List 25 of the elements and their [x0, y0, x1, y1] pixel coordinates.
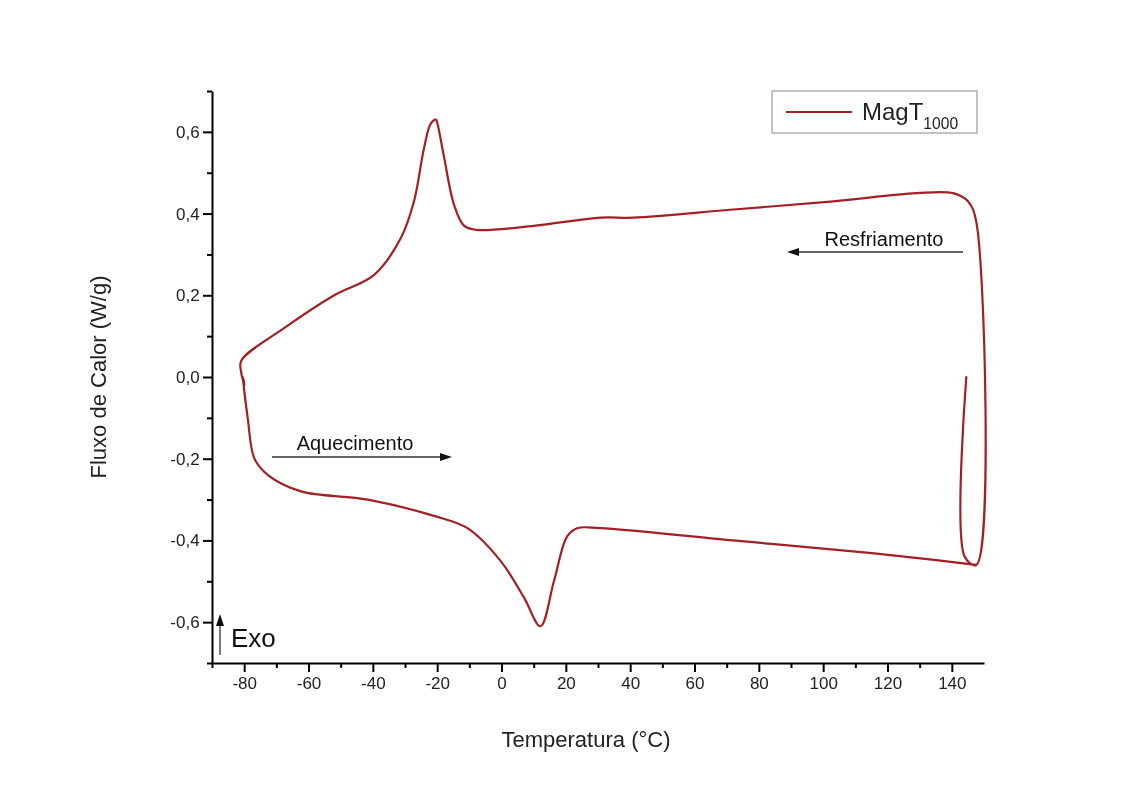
x-axis-title: Temperatura (°C) — [501, 727, 671, 752]
y-axis-title: Fluxo de Calor (W/g) — [86, 275, 111, 479]
y-tick-label: 0,6 — [175, 122, 200, 142]
x-tick-label: -60 — [296, 674, 322, 693]
y-tick-label: 0,2 — [175, 286, 200, 306]
x-tick-label: 120 — [873, 674, 903, 693]
x-tick-label: 20 — [556, 674, 576, 693]
legend-label: MagT$_{1000}$ — [862, 98, 959, 132]
y-tick-label: 0,4 — [175, 204, 200, 224]
x-tick-label: 80 — [749, 674, 769, 693]
annotation: Resfriamento — [824, 228, 944, 250]
x-tick-label: -80 — [232, 674, 257, 693]
x-tick-label: -40 — [361, 674, 386, 693]
x-tick-label: 140 — [938, 674, 967, 693]
x-tick-label: 60 — [685, 674, 705, 693]
x-tick-label: 100 — [809, 674, 838, 693]
x-tick-label: 0 — [497, 674, 507, 693]
x-tick-label: 40 — [621, 674, 641, 693]
y-tick-label: -0,6 — [170, 613, 200, 633]
y-tick-label: -0,2 — [170, 449, 200, 469]
annotation: Aquecimento — [296, 432, 414, 454]
annotation: Exo — [231, 623, 276, 653]
y-tick-label: -0,4 — [170, 531, 200, 551]
y-tick-label: 0,0 — [175, 367, 200, 387]
x-tick-label: -20 — [425, 674, 450, 693]
